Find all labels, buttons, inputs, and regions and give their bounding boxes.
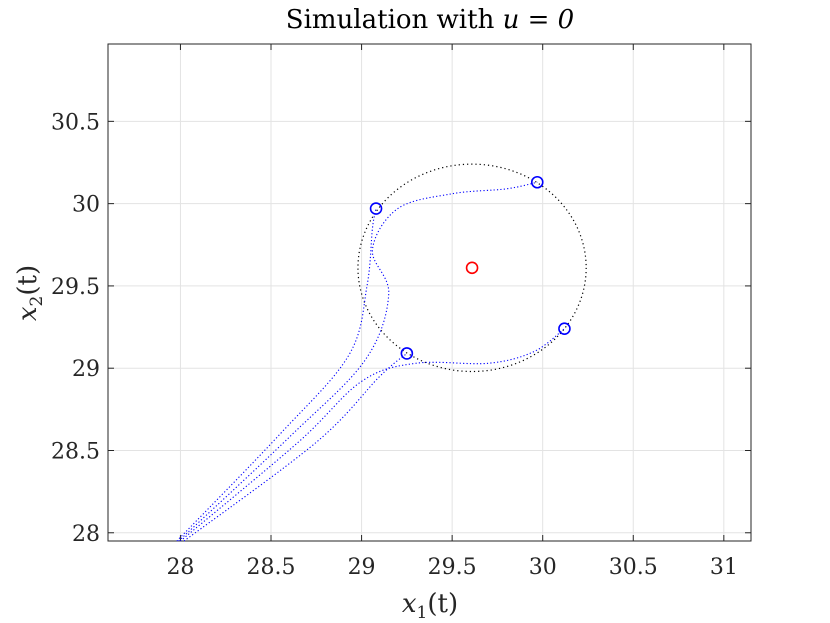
y-axis-label: x2(t)	[13, 265, 47, 321]
agent-marker-3	[558, 322, 571, 336]
agent-marker-1	[369, 202, 383, 215]
x-axis-label: x1(t)	[402, 589, 458, 623]
x-tick-label: 30	[529, 555, 557, 580]
plot-frame	[107, 43, 752, 542]
y-tick-label: 30	[72, 193, 100, 218]
trajectory-2	[178, 181, 538, 542]
y-tick-label: 29.5	[51, 275, 100, 300]
x-tick-label: 30.5	[609, 555, 658, 580]
formation-circle	[357, 163, 587, 373]
agent-marker-4	[400, 347, 414, 360]
plot-area	[176, 163, 587, 542]
agent-marker-2	[530, 175, 544, 189]
y-tick-labels: 28 28.5 29 29.5 30 30.5	[51, 110, 100, 546]
trajectory-4	[183, 352, 408, 542]
center-marker	[465, 261, 479, 275]
y-tick-label: 28	[72, 522, 100, 547]
x-tick-label: 29.5	[428, 555, 477, 580]
y-tick-label: 30.5	[51, 110, 100, 135]
x-tick-label: 29	[348, 555, 376, 580]
x-tick-label: 28.5	[247, 555, 296, 580]
y-tick-label: 28.5	[51, 439, 100, 464]
y-tick-label: 29	[72, 357, 100, 382]
trajectory-1	[176, 208, 377, 542]
grid	[108, 44, 751, 541]
x-tick-labels: 28 28.5 29 29.5 30 30.5 31	[166, 555, 737, 580]
x-tick-label: 31	[710, 555, 738, 580]
chart-title: Simulation with u = 0	[286, 5, 574, 35]
x-tick-label: 28	[166, 555, 194, 580]
trajectory-3	[180, 328, 565, 542]
tick-marks	[108, 44, 751, 541]
